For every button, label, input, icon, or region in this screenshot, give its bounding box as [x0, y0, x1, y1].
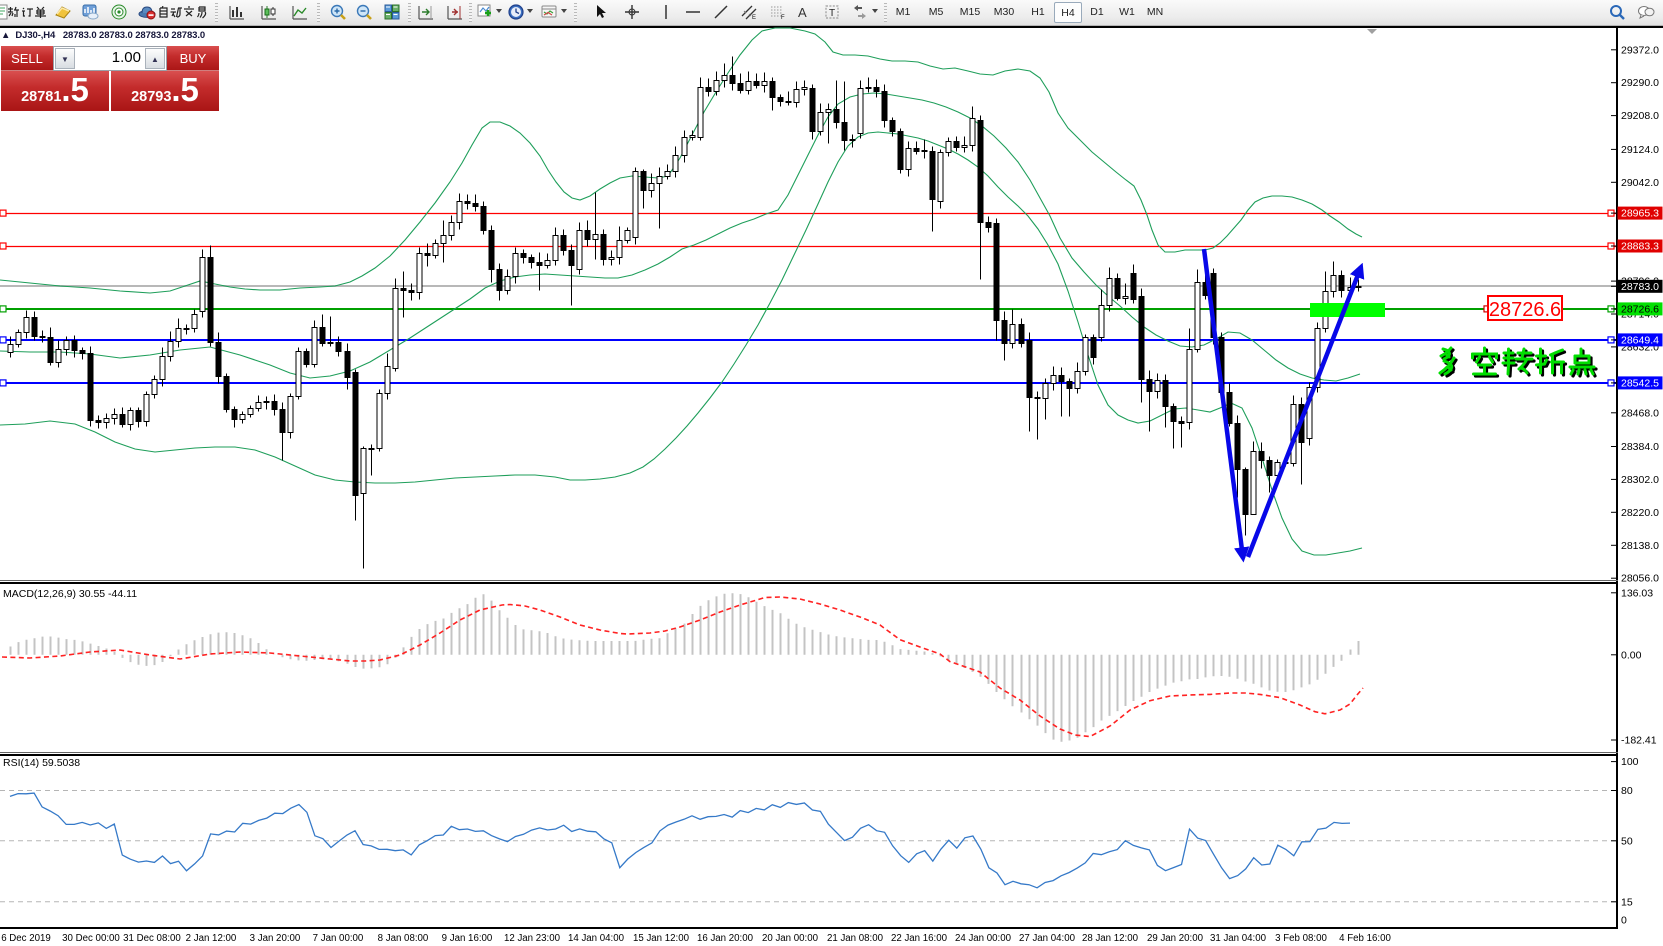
svg-text:50: 50: [1621, 835, 1633, 847]
svg-text:100: 100: [1621, 756, 1639, 768]
svg-text:28726.6: 28726.6: [1489, 299, 1561, 321]
svg-text:21 Jan 08:00: 21 Jan 08:00: [827, 933, 884, 944]
svg-text:-182.41: -182.41: [1621, 735, 1657, 747]
svg-text:T: T: [829, 8, 835, 19]
svg-text:29042.0: 29042.0: [1621, 177, 1659, 189]
svg-text:7 Jan 00:00: 7 Jan 00:00: [313, 933, 364, 944]
svg-text:31 Jan 04:00: 31 Jan 04:00: [1210, 933, 1267, 944]
svg-text:28220.0: 28220.0: [1621, 507, 1659, 519]
svg-text:28056.0: 28056.0: [1621, 573, 1659, 585]
svg-text:4 Feb 16:00: 4 Feb 16:00: [1339, 933, 1391, 944]
svg-text:14 Jan 04:00: 14 Jan 04:00: [568, 933, 625, 944]
svg-text:28384.0: 28384.0: [1621, 441, 1659, 453]
svg-text:28302.0: 28302.0: [1621, 474, 1659, 486]
svg-text:31 Dec 08:00: 31 Dec 08:00: [123, 933, 181, 944]
svg-text:0: 0: [1621, 915, 1627, 927]
svg-text:28468.0: 28468.0: [1621, 407, 1659, 419]
svg-text:29 Jan 20:00: 29 Jan 20:00: [1147, 933, 1204, 944]
svg-text:136.03: 136.03: [1621, 587, 1653, 599]
svg-text:80: 80: [1621, 785, 1633, 797]
svg-text:28649.4: 28649.4: [1621, 334, 1659, 346]
svg-text:3 Jan 20:00: 3 Jan 20:00: [250, 933, 301, 944]
svg-text:28883.3: 28883.3: [1621, 241, 1659, 253]
svg-text:MACD(12,26,9) 30.55 -44.11: MACD(12,26,9) 30.55 -44.11: [3, 588, 137, 600]
svg-text:28138.0: 28138.0: [1621, 540, 1659, 552]
svg-text:28542.5: 28542.5: [1621, 377, 1659, 389]
svg-text:15: 15: [1621, 896, 1633, 908]
svg-text:24 Jan 00:00: 24 Jan 00:00: [955, 933, 1012, 944]
svg-text:3 Feb 08:00: 3 Feb 08:00: [1275, 933, 1327, 944]
svg-text:0.00: 0.00: [1621, 649, 1642, 661]
svg-text:27 Jan 04:00: 27 Jan 04:00: [1019, 933, 1076, 944]
svg-text:28726.6: 28726.6: [1621, 303, 1659, 315]
svg-text:E: E: [752, 15, 756, 21]
svg-text:15 Jan 12:00: 15 Jan 12:00: [633, 933, 690, 944]
svg-text:F: F: [781, 15, 785, 21]
svg-text:29372.0: 29372.0: [1621, 44, 1659, 56]
svg-text:2 Jan 12:00: 2 Jan 12:00: [186, 933, 237, 944]
svg-text:20 Jan 00:00: 20 Jan 00:00: [762, 933, 819, 944]
svg-text:22 Jan 16:00: 22 Jan 16:00: [891, 933, 948, 944]
svg-text:29290.0: 29290.0: [1621, 77, 1659, 89]
svg-text:6 Dec 2019: 6 Dec 2019: [1, 933, 51, 944]
svg-text:29124.0: 29124.0: [1621, 144, 1659, 156]
svg-text:28965.3: 28965.3: [1621, 208, 1659, 220]
svg-text:29208.0: 29208.0: [1621, 110, 1659, 122]
svg-text:16 Jan 20:00: 16 Jan 20:00: [697, 933, 754, 944]
svg-text:12 Jan 23:00: 12 Jan 23:00: [504, 933, 561, 944]
svg-text:9 Jan 16:00: 9 Jan 16:00: [442, 933, 493, 944]
svg-text:30 Dec 00:00: 30 Dec 00:00: [62, 933, 120, 944]
svg-text:8 Jan 08:00: 8 Jan 08:00: [378, 933, 429, 944]
svg-text:28 Jan 12:00: 28 Jan 12:00: [1082, 933, 1139, 944]
svg-text:RSI(14) 59.5038: RSI(14) 59.5038: [3, 757, 80, 769]
svg-text:28783.0: 28783.0: [1621, 281, 1659, 293]
